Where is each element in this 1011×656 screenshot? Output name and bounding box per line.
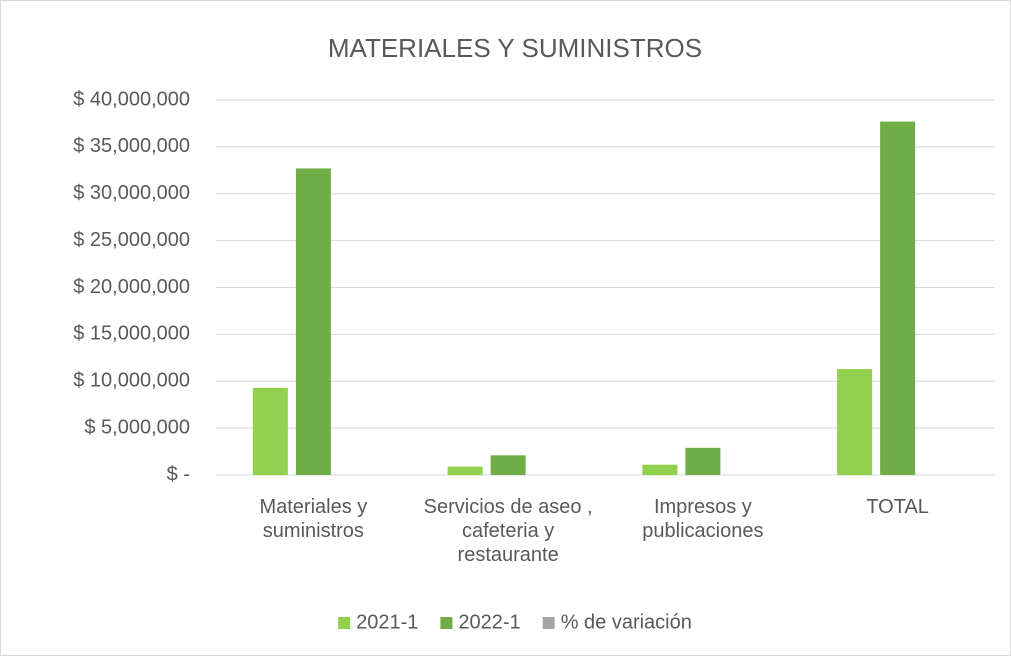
y-tick-label: $ 15,000,000: [73, 323, 190, 345]
bar: [447, 466, 483, 475]
x-tick-label: Impresos y publicaciones: [642, 496, 764, 542]
x-tick-label: Servicios de aseo , cafeteria y restaura…: [423, 496, 593, 566]
y-tick-label: $ 20,000,000: [73, 276, 190, 298]
y-tick-label: $ 5,000,000: [84, 416, 190, 438]
legend-swatch: [338, 617, 351, 629]
legend-label: % de variación: [561, 611, 692, 633]
legend-swatch: [440, 617, 453, 629]
legend-label: 2022-1: [458, 611, 520, 633]
bar: [252, 387, 288, 475]
bar: [837, 369, 873, 475]
bar: [685, 447, 721, 475]
chart-title: MATERIALES Y SUMINISTROS: [328, 33, 702, 63]
y-tick-label: $ 35,000,000: [73, 135, 190, 157]
y-tick-label: $ 25,000,000: [73, 229, 190, 251]
x-tick-label: TOTAL: [866, 496, 929, 518]
x-tick-label: Materiales y suministros: [259, 496, 368, 542]
y-tick-label: $ 40,000,000: [73, 88, 190, 110]
bar: [880, 121, 916, 475]
legend-label: 2021-1: [356, 611, 418, 633]
legend-swatch: [542, 617, 555, 629]
bar: [490, 455, 526, 475]
bar: [295, 168, 331, 475]
y-tick-label: $ -: [167, 463, 190, 485]
bar: [642, 464, 678, 475]
y-tick-label: $ 30,000,000: [73, 182, 190, 204]
y-tick-label: $ 10,000,000: [73, 370, 190, 392]
